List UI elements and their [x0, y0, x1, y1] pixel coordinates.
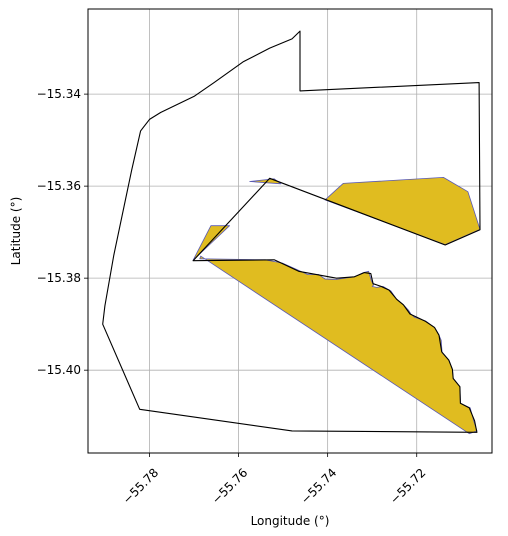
plot-frame	[87, 8, 493, 454]
filled-regions	[192, 176, 481, 435]
filled-region	[199, 255, 478, 435]
y-tick-label: −15.40	[37, 363, 81, 377]
filled-region	[324, 176, 481, 246]
outline-polygons	[102, 30, 481, 433]
filled-region	[192, 225, 231, 261]
x-tick-label: −55.72	[387, 466, 428, 507]
x-tick-label: −55.74	[298, 466, 339, 507]
y-axis-label: Latitude (°)	[9, 197, 23, 266]
y-tick-label: −15.36	[37, 179, 81, 193]
y-tick-label: −15.34	[37, 87, 81, 101]
x-tick-label: −55.78	[120, 466, 161, 507]
x-axis-label: Longitude (°)	[251, 514, 330, 528]
outline-polygon	[102, 30, 481, 433]
y-tick-label: −15.38	[37, 271, 81, 285]
x-tick-label: −55.76	[209, 466, 250, 507]
